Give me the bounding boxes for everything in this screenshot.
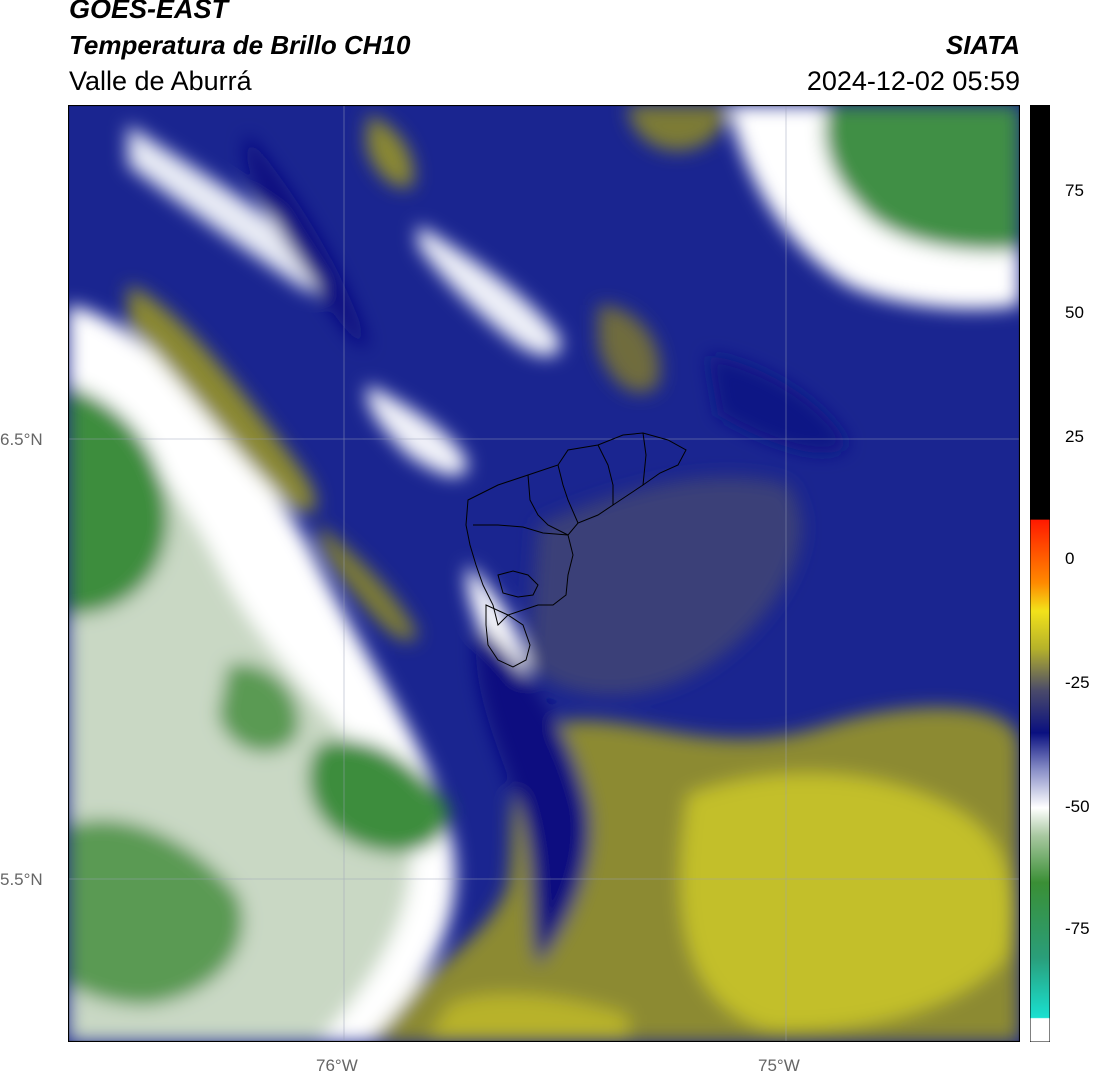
municipality-outlines — [465, 432, 687, 668]
lat-label-6-5n: 6.5°N — [0, 430, 43, 449]
colorbar-tick-minus50: -50 — [1065, 797, 1090, 816]
region-label: Valle de Aburrá — [69, 66, 252, 96]
colorbar — [1030, 105, 1050, 1042]
colorbar-tick-50: 50 — [1065, 303, 1084, 322]
lon-label-76w: 76°W — [316, 1056, 358, 1075]
colorbar-tick-25: 25 — [1065, 427, 1084, 446]
product-title: Temperatura de Brillo CH10 — [69, 30, 411, 60]
colorbar-tick-minus25: -25 — [1065, 673, 1090, 692]
colorbar-tick-75: 75 — [1065, 181, 1084, 200]
lat-label-5-5n: 5.5°N — [0, 870, 43, 889]
temperature-field — [68, 105, 1020, 1042]
satellite-title: GOES-EAST — [69, 0, 229, 24]
lon-label-75w: 75°W — [758, 1056, 800, 1075]
brightness-temperature-map[interactable] — [68, 105, 1020, 1042]
datetime-label: 2024-12-02 05:59 — [806, 66, 1020, 96]
colorbar-tick-minus75: -75 — [1065, 919, 1090, 938]
source-label: SIATA — [945, 30, 1020, 60]
colorbar-tick-0: 0 — [1065, 549, 1075, 568]
